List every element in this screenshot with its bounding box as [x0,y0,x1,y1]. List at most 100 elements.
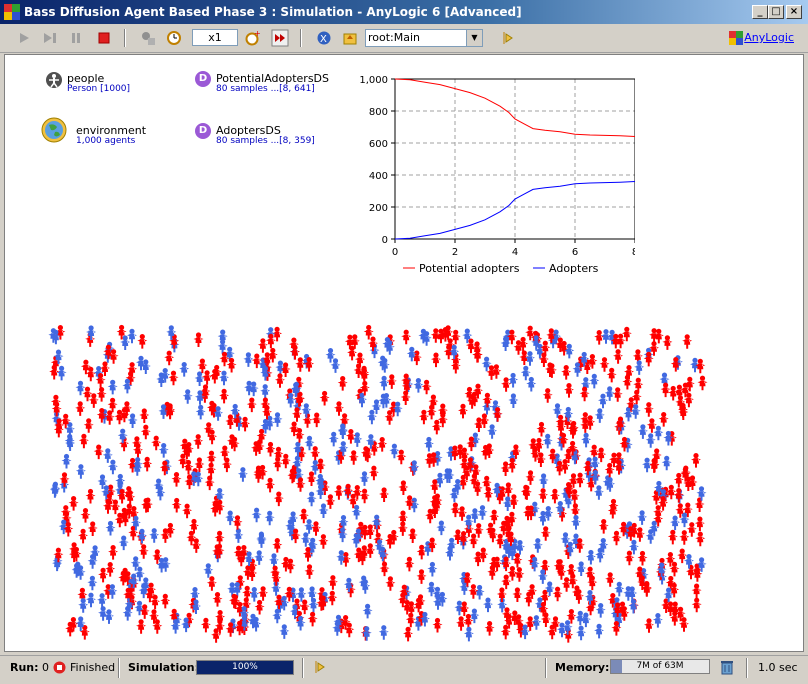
agent-figure [566,609,577,624]
navigate-up-icon[interactable]: X [314,28,334,48]
agent-figure [595,547,606,563]
play-small-icon[interactable] [498,28,518,48]
agent-figure [445,545,455,561]
agent-figure [415,594,426,609]
agent-figure [525,351,535,366]
agent-figure [694,516,705,532]
agent-figure [244,380,255,396]
adopters-ds-label: AdoptersDS [216,124,281,137]
agent-figure [348,450,359,465]
status-separator [118,658,120,678]
minimize-button[interactable]: _ [752,5,768,19]
agent-figure [571,585,582,600]
maximize-button[interactable]: □ [768,5,784,19]
agent-figure [193,471,204,487]
slower-icon[interactable]: + [242,28,262,48]
agent-figure [669,561,680,577]
agent-figure [444,468,455,483]
agent-figure [540,612,551,627]
agent-figure [193,332,204,347]
agent-figure [353,528,364,544]
agent-figure [406,601,417,616]
agent-figure [80,508,91,523]
agent-figure [473,523,484,538]
agent-figure [413,378,424,393]
x-tick-label: 6 [572,247,578,258]
anylogic-link[interactable]: AnyLogic [744,31,794,44]
realtime-icon[interactable] [164,28,184,48]
agent-figure [409,460,420,475]
potential-ds-sub: 80 samples ...[8, 641] [216,84,315,94]
navigate-home-icon[interactable] [340,28,360,48]
agent-figure [563,482,574,497]
agent-figure [483,597,493,613]
agent-figure [319,390,330,406]
agent-figure [580,412,591,427]
agent-figure [251,441,262,456]
agent-figure [232,582,243,597]
agent-figure [450,502,461,518]
garbage-collect-icon[interactable] [720,659,734,675]
agent-figure [450,329,461,345]
agent-figure [123,486,134,501]
agent-figure [69,542,80,557]
agent-figure [679,617,689,632]
agent-figure [332,621,343,636]
agent-figure [384,410,395,425]
agent-figure [96,387,107,402]
agent-figure [204,475,215,491]
close-button[interactable]: × [786,5,802,19]
agent-figure [429,495,440,510]
agent-figure [242,565,253,580]
agent-figure [337,423,348,438]
agent-figure [139,604,150,619]
agent-figure [85,366,96,382]
agent-figure [125,371,136,386]
agent-figure [682,502,693,518]
agent-figure [665,552,676,567]
agent-figure [75,464,86,479]
agent-figure [357,392,367,408]
agent-figure [352,485,363,500]
agent-figure [240,416,251,432]
agent-figure [128,525,139,541]
play-icon[interactable] [14,28,34,48]
agent-figure [351,504,362,520]
environment-label: environment [76,124,147,137]
agent-figure [63,521,74,537]
pause-icon[interactable] [66,28,86,48]
agent-figure [576,561,587,576]
agent-figure [684,376,695,392]
chevron-down-icon[interactable]: ▼ [466,30,482,46]
stop-icon[interactable] [94,28,114,48]
agent-figure [540,526,551,541]
simulation-label: Simulation: [128,661,199,674]
agent-figure [209,368,220,384]
agent-figure [368,336,378,352]
agent-figure [75,616,86,631]
agent-figure [379,358,390,373]
agent-figure [431,352,441,368]
agent-figure [673,488,684,503]
agent-figure [598,519,609,534]
agent-figure [436,520,447,536]
agent-figure [103,344,114,360]
faster-icon[interactable] [270,28,290,48]
agent-figure [272,326,283,342]
agent-figure [502,496,513,511]
agent-figure [128,573,139,589]
agent-figure [658,412,669,427]
step-icon[interactable] [40,28,60,48]
agent-figure [140,424,151,440]
experiment-icon[interactable] [138,28,158,48]
agent-figure [262,352,273,367]
title-bar: Bass Diffusion Agent Based Phase 3 : Sim… [0,0,808,24]
agent-figure [606,367,617,383]
agent-figure [114,512,125,528]
x-tick-label: 4 [512,247,518,258]
play-small-icon[interactable] [314,660,326,674]
agent-figure [197,358,208,374]
view-selector[interactable]: root:Main ▼ [365,29,483,47]
agent-figure [623,406,634,422]
agent-figure [416,569,427,584]
